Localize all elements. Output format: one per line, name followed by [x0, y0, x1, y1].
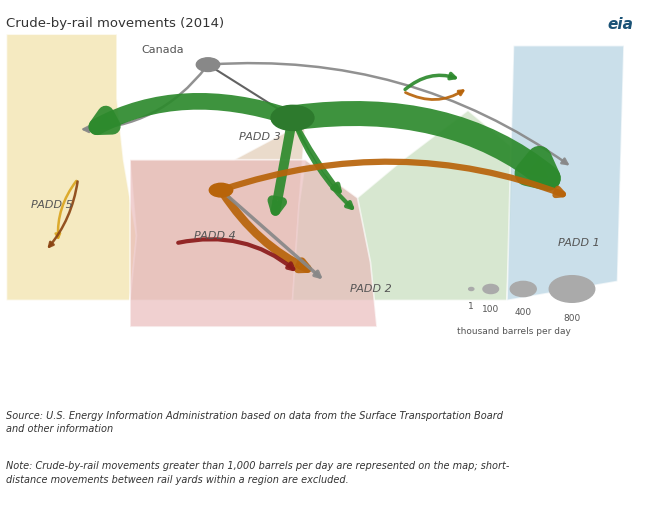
- FancyArrowPatch shape: [211, 63, 567, 164]
- Text: PADD 3: PADD 3: [239, 132, 281, 142]
- Text: thousand barrels per day: thousand barrels per day: [458, 327, 571, 336]
- FancyArrowPatch shape: [97, 101, 290, 127]
- Text: eia: eia: [608, 17, 634, 32]
- Circle shape: [483, 284, 499, 294]
- FancyArrowPatch shape: [294, 120, 339, 191]
- FancyArrowPatch shape: [84, 67, 206, 132]
- FancyArrowPatch shape: [223, 192, 320, 277]
- FancyArrowPatch shape: [405, 74, 455, 89]
- Circle shape: [271, 105, 314, 130]
- FancyArrowPatch shape: [295, 114, 548, 178]
- FancyArrowPatch shape: [406, 91, 463, 99]
- Polygon shape: [292, 111, 514, 300]
- Text: 1: 1: [469, 302, 474, 311]
- Text: 100: 100: [482, 305, 499, 314]
- FancyArrowPatch shape: [272, 121, 292, 211]
- FancyArrowPatch shape: [211, 66, 288, 115]
- Text: PADD 5: PADD 5: [31, 200, 73, 210]
- Text: Source: U.S. Energy Information Administration based on data from the Surface Tr: Source: U.S. Energy Information Administ…: [6, 411, 504, 434]
- Circle shape: [196, 58, 220, 71]
- Text: PADD 1: PADD 1: [558, 238, 599, 248]
- Text: 800: 800: [564, 314, 580, 323]
- Polygon shape: [6, 34, 136, 300]
- FancyArrowPatch shape: [56, 181, 76, 238]
- Circle shape: [469, 287, 474, 291]
- FancyArrowPatch shape: [224, 162, 563, 195]
- FancyArrowPatch shape: [294, 121, 352, 208]
- Polygon shape: [507, 46, 624, 300]
- Text: 400: 400: [515, 308, 532, 317]
- Circle shape: [209, 184, 233, 197]
- FancyArrowPatch shape: [222, 193, 307, 269]
- Text: PADD 4: PADD 4: [194, 231, 235, 241]
- Text: Note: Crude-by-rail movements greater than 1,000 barrels per day are represented: Note: Crude-by-rail movements greater th…: [6, 461, 510, 485]
- Text: PADD 2: PADD 2: [350, 284, 391, 294]
- FancyArrowPatch shape: [178, 239, 293, 269]
- FancyArrowPatch shape: [49, 182, 77, 247]
- Polygon shape: [130, 122, 306, 300]
- Circle shape: [549, 276, 595, 302]
- Text: Canada: Canada: [141, 45, 184, 55]
- Text: Crude-by-rail movements (2014): Crude-by-rail movements (2014): [6, 17, 225, 30]
- Polygon shape: [130, 160, 377, 327]
- Circle shape: [510, 281, 536, 297]
